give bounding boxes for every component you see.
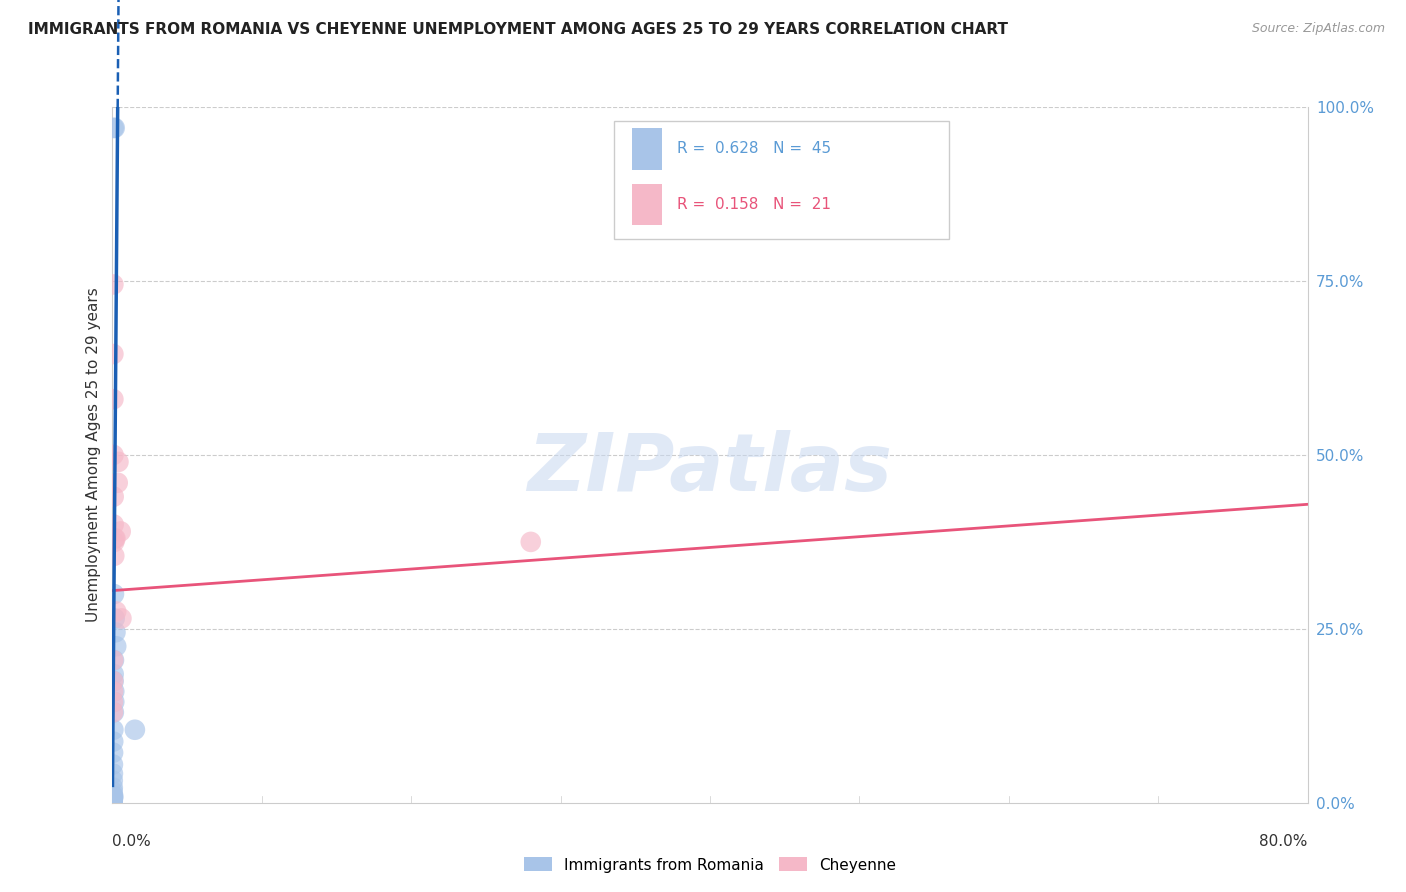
Point: [103, 684, 125, 698]
Text: Source: ZipAtlas.com: Source: ZipAtlas.com: [1251, 22, 1385, 36]
Text: ZIPatlas: ZIPatlas: [527, 430, 893, 508]
Point: [103, 392, 125, 407]
Point: [103, 789, 125, 803]
Y-axis label: Unemployment Among Ages 25 to 29 years: Unemployment Among Ages 25 to 29 years: [86, 287, 101, 623]
Point: [103, 653, 125, 667]
Point: [101, 796, 124, 810]
Point: [101, 793, 124, 807]
Point: [101, 794, 124, 808]
Legend: Immigrants from Romania, Cheyenne: Immigrants from Romania, Cheyenne: [519, 851, 901, 879]
Point: [103, 706, 125, 720]
Point: [107, 475, 129, 490]
Point: [101, 674, 124, 689]
Point: [101, 796, 124, 810]
Point: [103, 723, 125, 737]
Point: [124, 723, 146, 737]
Point: [101, 795, 124, 809]
Point: [103, 490, 125, 504]
Point: [103, 695, 125, 709]
Point: [101, 796, 124, 810]
Point: [101, 796, 124, 810]
Point: [101, 795, 124, 809]
Point: [101, 791, 124, 805]
Point: [101, 785, 124, 799]
Point: [101, 794, 124, 808]
Point: [103, 535, 125, 549]
Point: [101, 773, 124, 788]
Point: [103, 347, 125, 361]
Point: [103, 120, 125, 135]
Point: [520, 535, 543, 549]
Point: [104, 625, 127, 640]
Point: [105, 605, 128, 619]
Point: [101, 706, 124, 720]
Point: [107, 455, 129, 469]
Point: [101, 684, 124, 698]
Point: [103, 667, 125, 681]
Text: R =  0.158   N =  21: R = 0.158 N = 21: [676, 197, 831, 212]
Point: [103, 653, 125, 667]
Point: [101, 790, 124, 805]
Point: [110, 611, 132, 625]
Point: [101, 796, 124, 810]
Text: R =  0.628   N =  45: R = 0.628 N = 45: [676, 141, 831, 156]
Point: [101, 796, 124, 810]
Point: [101, 796, 124, 810]
Point: [103, 532, 125, 546]
FancyBboxPatch shape: [633, 128, 662, 169]
Point: [103, 517, 125, 532]
Point: [101, 746, 124, 760]
FancyBboxPatch shape: [614, 121, 949, 239]
Text: 80.0%: 80.0%: [1260, 834, 1308, 849]
Point: [101, 795, 124, 809]
Point: [104, 120, 127, 135]
Point: [101, 780, 124, 795]
FancyBboxPatch shape: [633, 184, 662, 226]
Point: [101, 796, 124, 810]
Point: [103, 277, 125, 292]
Text: 0.0%: 0.0%: [112, 834, 152, 849]
Point: [104, 611, 127, 625]
Point: [101, 796, 124, 810]
Point: [110, 524, 132, 539]
Point: [101, 796, 124, 810]
Point: [105, 639, 128, 653]
Point: [101, 766, 124, 780]
Point: [101, 795, 124, 809]
Point: [101, 791, 124, 805]
Point: [103, 448, 125, 462]
Point: [101, 757, 124, 772]
Point: [101, 794, 124, 808]
Point: [101, 792, 124, 806]
Point: [101, 789, 124, 803]
Point: [103, 734, 125, 748]
Point: [104, 532, 127, 546]
Point: [103, 587, 125, 601]
Text: IMMIGRANTS FROM ROMANIA VS CHEYENNE UNEMPLOYMENT AMONG AGES 25 TO 29 YEARS CORRE: IMMIGRANTS FROM ROMANIA VS CHEYENNE UNEM…: [28, 22, 1008, 37]
Point: [103, 549, 125, 563]
Point: [103, 674, 125, 689]
Point: [101, 695, 124, 709]
